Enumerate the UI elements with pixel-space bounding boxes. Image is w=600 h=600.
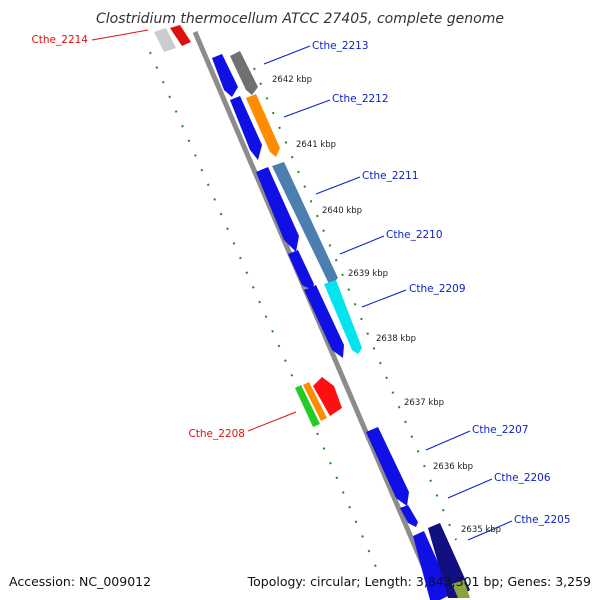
gene-block-2213[interactable]: [230, 51, 258, 95]
leader-cthe-2211: [315, 176, 361, 195]
leader-cthe-2212: [283, 99, 331, 118]
label-cthe-2210[interactable]: Cthe_2210: [386, 229, 443, 241]
tick-label: 2638 kbp: [376, 334, 416, 344]
label-cthe-2207[interactable]: Cthe_2207: [472, 424, 529, 436]
leader-cthe-2209: [361, 289, 407, 308]
tick-label: 2640 kbp: [322, 206, 362, 216]
top-reverse-blocks: [154, 25, 191, 52]
gene-block-2207-blue[interactable]: [366, 427, 409, 506]
gene-block-2208-red[interactable]: [313, 377, 342, 416]
gene-block-2206-blue[interactable]: [400, 505, 418, 527]
forward-colored-blocks: [230, 51, 470, 598]
label-cthe-2211[interactable]: Cthe_2211: [362, 170, 419, 182]
leader-cthe-2210: [339, 235, 385, 255]
gene-block-2214-grey: [154, 28, 176, 52]
forward-gene-blocks: [212, 54, 452, 600]
gene-block-2205-blue[interactable]: [413, 531, 452, 600]
inner-tick-track: [149, 51, 387, 591]
gene-block-2211[interactable]: [272, 162, 338, 286]
tick-label: 2635 kbp: [461, 525, 501, 535]
reverse-blocks-2208: [295, 377, 342, 427]
gene-block-2212[interactable]: [246, 94, 280, 157]
gene-block-2209-blue[interactable]: [304, 285, 344, 358]
tick-label: 2642 kbp: [272, 75, 312, 85]
tick-label: 2636 kbp: [433, 462, 473, 472]
outer-tick-track: [253, 67, 457, 541]
label-cthe-2213[interactable]: Cthe_2213: [312, 40, 369, 52]
accession-text: Accession: NC_009012: [9, 574, 151, 589]
tick-label: 2639 kbp: [348, 269, 388, 279]
gene-block-2214[interactable]: [170, 25, 191, 46]
leader-cthe-2206: [447, 478, 493, 499]
gene-block-2208-green[interactable]: [295, 385, 320, 427]
gene-block-2208-orange[interactable]: [303, 382, 327, 421]
kbp-tick-labels: 2642 kbp 2641 kbp 2640 kbp 2639 kbp 2638…: [272, 75, 501, 535]
genome-summary-text: Topology: circular; Length: 3,843,301 bp…: [247, 574, 591, 589]
leader-cthe-2208: [247, 411, 297, 432]
tick-label: 2641 kbp: [296, 140, 336, 150]
label-cthe-2212[interactable]: Cthe_2212: [332, 93, 389, 105]
gene-block-2205[interactable]: [428, 523, 470, 598]
tick-label: 2637 kbp: [404, 398, 444, 408]
leader-cthe-2207: [425, 430, 471, 451]
label-cthe-2214[interactable]: Cthe_2214: [31, 34, 88, 46]
gene-block-2210-blue[interactable]: [288, 250, 314, 290]
leader-cthe-2205: [467, 520, 513, 541]
gene-block-2211-blue[interactable]: [256, 167, 299, 252]
leader-cthe-2213: [263, 45, 311, 65]
gene-block-2205-olive: [452, 580, 470, 598]
label-cthe-2209[interactable]: Cthe_2209: [409, 283, 466, 295]
map-title: Clostridium thermocellum ATCC 27405, com…: [96, 11, 504, 27]
gene-block-2212-blue[interactable]: [230, 96, 262, 160]
leader-cthe-2214: [91, 29, 149, 41]
gene-block-2209[interactable]: [324, 280, 362, 354]
gene-block-2213-blue[interactable]: [212, 54, 238, 97]
label-cthe-2206[interactable]: Cthe_2206: [494, 472, 551, 484]
label-cthe-2205[interactable]: Cthe_2205: [514, 514, 571, 526]
label-cthe-2208[interactable]: Cthe_2208: [188, 428, 245, 440]
gene-labels: Cthe_2214 Cthe_2213 Cthe_2212 Cthe_2211 …: [31, 29, 571, 541]
